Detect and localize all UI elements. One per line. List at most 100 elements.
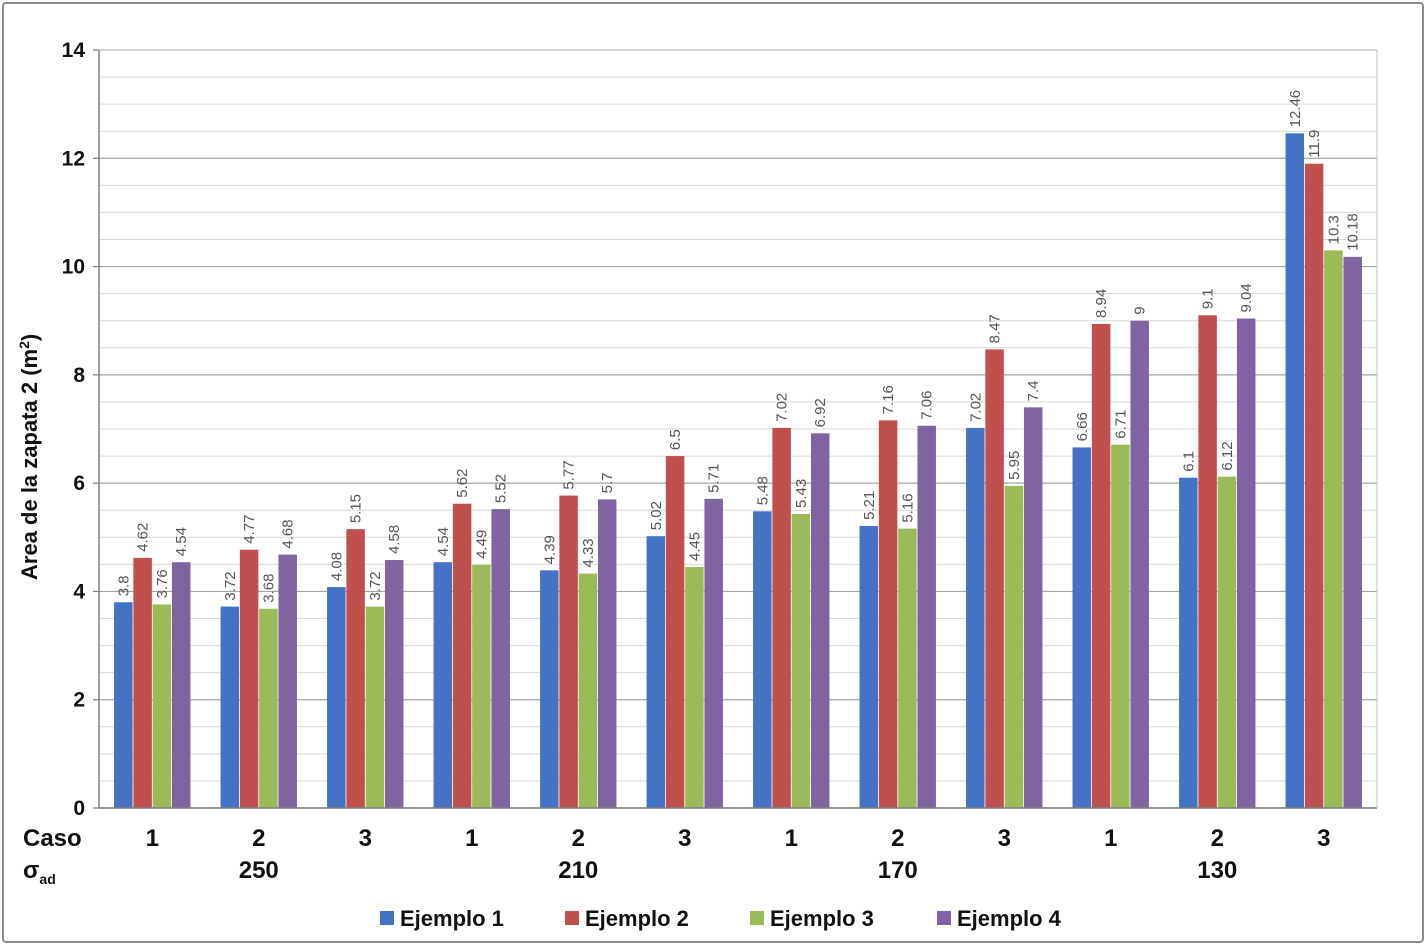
- data-label: 4.33: [580, 538, 597, 567]
- data-label: 4.39: [541, 535, 558, 564]
- data-label: 3.76: [154, 569, 171, 598]
- x-group-label: 250: [239, 857, 279, 884]
- bar-ejemplo-3-11: [1217, 476, 1237, 808]
- bar-ejemplo-3-1: [152, 604, 172, 808]
- bar-ejemplo-1-3: [327, 587, 346, 808]
- bar-ejemplo-4-6: [704, 498, 723, 808]
- bars: [114, 133, 1362, 809]
- bar-ejemplo-3-10: [1111, 444, 1130, 808]
- data-label: 4.49: [473, 530, 490, 559]
- data-label: 11.9: [1306, 130, 1323, 158]
- x-category-label: 1: [1104, 825, 1117, 852]
- bar-ejemplo-4-9: [1023, 407, 1043, 808]
- data-label: 3.72: [367, 571, 384, 600]
- data-label: 4.54: [173, 527, 190, 556]
- data-label: 4.77: [241, 515, 258, 544]
- data-label: 12.46: [1287, 90, 1304, 128]
- bar-ejemplo-1-12: [1285, 133, 1305, 808]
- data-label: 6.66: [1074, 412, 1091, 441]
- bar-ejemplo-2-9: [985, 349, 1004, 808]
- data-label: 5.02: [648, 501, 665, 530]
- x-category-label: 2: [252, 825, 265, 852]
- data-label: 5.62: [454, 469, 471, 498]
- data-label: 3.72: [222, 571, 239, 600]
- bar-ejemplo-2-6: [665, 456, 685, 808]
- data-label: 4.08: [328, 552, 345, 581]
- legend: Ejemplo 1 Ejemplo 2 Ejemplo 3 Ejemplo 4: [380, 906, 1062, 931]
- data-label: 7.4: [1025, 380, 1042, 401]
- data-label: 10.18: [1345, 213, 1362, 251]
- bar-ejemplo-3-5: [578, 573, 598, 808]
- y-tick-label: 4: [73, 580, 85, 603]
- legend-label: Ejemplo 2: [585, 906, 689, 931]
- data-label: 4.58: [386, 525, 403, 554]
- bar-ejemplo-2-4: [452, 503, 472, 808]
- data-labels: 3.8 3.72 4.08 4.54 4.39 5.02 5.48 5.21 7.02 6.66 6…: [115, 90, 1361, 603]
- bar-ejemplo-2-12: [1304, 163, 1324, 808]
- data-label: 6.1: [1180, 451, 1197, 472]
- x-category-label: 1: [465, 825, 478, 852]
- y-tick-label: 14: [62, 39, 86, 62]
- data-label: 4.68: [280, 519, 297, 548]
- data-label: 5.43: [793, 479, 810, 508]
- bar-ejemplo-4-8: [917, 425, 936, 808]
- x-category-label: 3: [359, 825, 372, 852]
- data-label: 6.92: [812, 398, 829, 427]
- bar-ejemplo-1-1: [114, 602, 133, 808]
- x-group-label: 210: [558, 857, 598, 884]
- legend-swatch: [750, 911, 764, 925]
- bar-ejemplo-3-4: [472, 564, 491, 808]
- bar-ejemplo-4-10: [1130, 320, 1149, 808]
- bar-ejemplo-4-2: [278, 554, 297, 808]
- bar-ejemplo-2-2: [239, 549, 259, 808]
- bar-ejemplo-1-2: [220, 606, 240, 808]
- y-tick-label: 6: [73, 472, 85, 495]
- x-category-label: 2: [891, 825, 904, 852]
- row2-axis-label: σad: [23, 857, 56, 887]
- data-label: 5.71: [706, 464, 723, 493]
- bar-ejemplo-1-10: [1072, 447, 1092, 808]
- data-label: 10.3: [1325, 215, 1342, 244]
- y-tick-label: 8: [73, 364, 85, 387]
- data-label: 5.15: [348, 494, 365, 523]
- x-category-label: 3: [998, 825, 1011, 852]
- bar-ejemplo-1-4: [433, 562, 453, 808]
- legend-swatch: [937, 911, 951, 925]
- data-label: 5.95: [1006, 451, 1023, 480]
- legend-swatch: [380, 911, 394, 925]
- data-label: 4.54: [435, 527, 452, 556]
- x-category-label: 3: [1317, 825, 1330, 852]
- data-label: 9: [1132, 306, 1149, 314]
- bar-ejemplo-2-10: [1091, 323, 1111, 808]
- legend-label: Ejemplo 3: [770, 906, 874, 931]
- axes: [93, 49, 1378, 809]
- y-tick-label: 12: [62, 147, 85, 170]
- data-label: 3.8: [115, 575, 132, 596]
- x-category-label: 2: [1211, 825, 1224, 852]
- x-group-label: 130: [1197, 857, 1237, 884]
- bar-ejemplo-3-7: [791, 514, 811, 808]
- bar-ejemplo-1-11: [1179, 477, 1198, 808]
- data-label: 9.04: [1238, 283, 1255, 312]
- data-label: 6.12: [1219, 441, 1236, 470]
- data-label: 9.1: [1200, 288, 1217, 309]
- y-tick-label: 2: [73, 689, 85, 712]
- x-category-label: 1: [146, 825, 159, 852]
- bar-ejemplo-2-11: [1198, 315, 1217, 808]
- bar-ejemplo-1-5: [540, 570, 559, 808]
- y-tick-label: 10: [62, 256, 85, 279]
- data-label: 6.71: [1112, 409, 1129, 438]
- bar-ejemplo-1-8: [859, 525, 879, 808]
- data-label: 5.7: [599, 473, 616, 494]
- bar-ejemplo-4-5: [597, 499, 617, 808]
- bar-ejemplo-1-6: [646, 536, 666, 808]
- legend-swatch: [565, 911, 579, 925]
- x-category-label: 3: [678, 825, 691, 852]
- x-category-labels: 1 2 3 1 2 3 1 2 3 1 2 3 250 210 170 130: [146, 825, 1331, 884]
- y-tick-labels: 0 2 4 6 8 10 12 14: [62, 39, 86, 820]
- bar-ejemplo-2-8: [878, 420, 898, 808]
- bar-ejemplo-1-7: [753, 511, 772, 808]
- bar-ejemplo-4-4: [491, 509, 510, 808]
- bar-ejemplo-4-7: [810, 433, 830, 808]
- bar-ejemplo-3-2: [259, 608, 278, 808]
